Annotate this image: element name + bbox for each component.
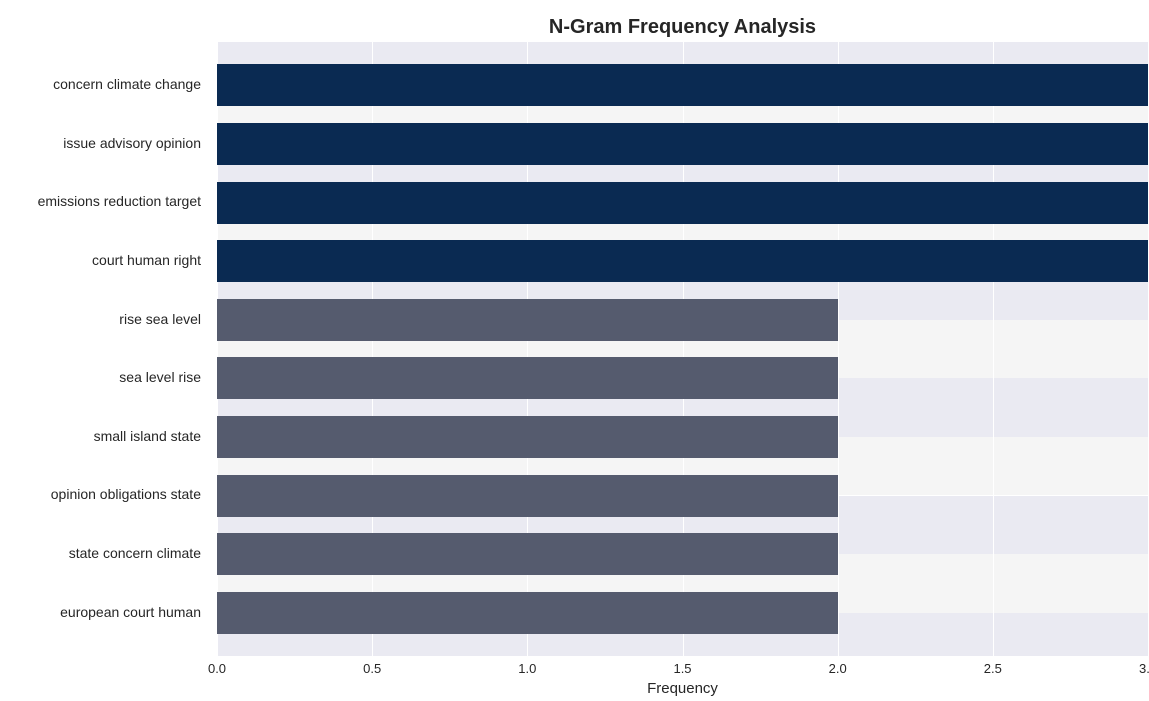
bar [217, 123, 1148, 165]
y-tick-label: rise sea level [2, 311, 207, 327]
bar [217, 64, 1148, 106]
plot-area [217, 42, 1148, 656]
x-tick-label: 1.0 [518, 661, 536, 676]
bar [217, 299, 838, 341]
x-tick-label: 0.0 [208, 661, 226, 676]
y-tick-label: concern climate change [2, 76, 207, 92]
x-tick-label: 3.0 [1139, 661, 1149, 676]
bar [217, 182, 1148, 224]
y-tick-label: opinion obligations state [2, 486, 207, 502]
bar [217, 475, 838, 517]
bar [217, 416, 838, 458]
x-tick-label: 2.0 [829, 661, 847, 676]
bar [217, 357, 838, 399]
x-axis-label: Frequency [217, 680, 1148, 697]
ngram-frequency-chart: N-Gram Frequency Analysis concern climat… [8, 8, 1141, 693]
y-tick-label: emissions reduction target [2, 193, 207, 209]
y-tick-label: state concern climate [2, 545, 207, 561]
y-tick-label: court human right [2, 252, 207, 268]
x-tick-label: 0.5 [363, 661, 381, 676]
bar [217, 240, 1148, 282]
y-tick-label: european court human [2, 604, 207, 620]
y-tick-label: sea level rise [2, 369, 207, 385]
bar [217, 592, 838, 634]
chart-title: N-Gram Frequency Analysis [217, 16, 1148, 39]
bar [217, 533, 838, 575]
y-tick-label: small island state [2, 428, 207, 444]
x-tick-label: 1.5 [673, 661, 691, 676]
y-tick-label: issue advisory opinion [2, 135, 207, 151]
x-tick-label: 2.5 [984, 661, 1002, 676]
